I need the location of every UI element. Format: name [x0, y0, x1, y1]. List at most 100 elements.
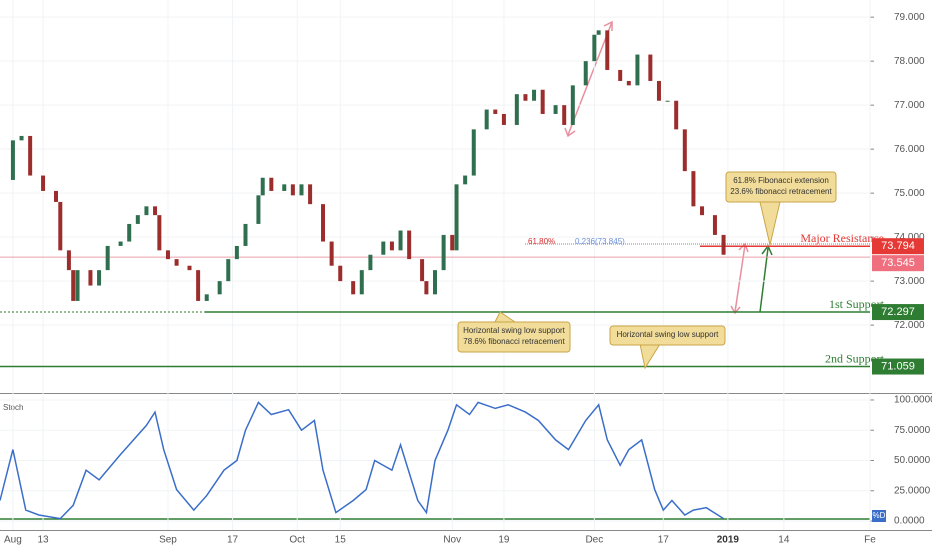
candle — [471, 129, 476, 176]
candle — [53, 190, 58, 202]
callout — [457, 321, 571, 353]
price-tag-label: 73.794 — [881, 240, 915, 252]
candle — [28, 135, 33, 176]
candle — [674, 100, 679, 130]
candle — [700, 206, 705, 216]
x-tick-label: Fe — [864, 535, 876, 546]
y-tick-label: 72.000 — [894, 320, 925, 331]
candle — [338, 265, 343, 282]
candle — [712, 215, 717, 235]
arrow-head — [603, 20, 613, 31]
indicator-tag — [872, 510, 886, 522]
y-tick-label: 79.000 — [894, 12, 925, 23]
candle — [441, 234, 446, 271]
candle — [226, 259, 231, 282]
callout-text: 78.6% fibonacci retracement — [463, 337, 565, 346]
y-tick-label: 25.0000 — [894, 485, 931, 496]
candle — [592, 34, 597, 62]
y-tick-label: 0.0000 — [894, 516, 925, 527]
x-tick-label: Sep — [159, 535, 177, 546]
candle — [424, 281, 429, 295]
candle — [605, 30, 610, 70]
x-tick-label: 14 — [778, 535, 790, 546]
price-tag-label: 73.545 — [881, 257, 915, 269]
price-tag-label: 71.059 — [881, 360, 915, 372]
candle — [665, 100, 670, 102]
candle — [135, 215, 140, 224]
candle — [204, 294, 209, 301]
candle — [217, 281, 222, 295]
candle — [407, 230, 412, 260]
candle — [389, 241, 394, 251]
candle — [501, 113, 506, 125]
candle — [118, 241, 123, 246]
candle — [398, 230, 403, 251]
candle — [58, 201, 63, 251]
candle — [562, 105, 567, 125]
candle — [127, 223, 132, 242]
candle — [648, 54, 653, 81]
candle — [290, 184, 295, 196]
candle — [626, 80, 631, 86]
candle — [368, 254, 373, 271]
candle — [433, 270, 437, 295]
candle — [596, 30, 601, 35]
x-tick-label: Dec — [585, 535, 603, 546]
callout-text: Horizontal swing low support — [617, 330, 720, 339]
candle — [351, 281, 356, 295]
y-tick-label: 77.000 — [894, 100, 925, 111]
x-tick-label: 19 — [498, 535, 510, 546]
y-tick-label: 76.000 — [894, 144, 925, 155]
callout — [725, 171, 837, 203]
y-tick-label: 73.000 — [894, 276, 925, 287]
candle — [144, 206, 149, 216]
x-tick-label: 2019 — [717, 535, 740, 546]
candle — [381, 241, 386, 255]
price-tag — [872, 238, 924, 255]
candle — [41, 175, 46, 191]
candle — [514, 94, 519, 125]
candle — [19, 135, 24, 141]
candle — [523, 94, 528, 101]
fib-label: 61.80% — [528, 237, 555, 246]
candle — [321, 204, 326, 242]
candle — [157, 215, 162, 251]
callout-text: Horizontal swing low support — [463, 326, 566, 335]
candle — [682, 129, 687, 172]
candle — [269, 177, 274, 191]
candle — [88, 270, 93, 286]
candle — [256, 195, 261, 224]
callout-text: 61.8% Fibonacci extension — [733, 176, 829, 185]
y-tick-label: 75.000 — [894, 188, 925, 199]
candle — [153, 206, 158, 216]
candle — [454, 184, 459, 251]
candle — [66, 250, 71, 271]
fib-label: 0.236(73.845) — [575, 237, 625, 246]
candle — [75, 270, 80, 301]
x-tick-label: 13 — [38, 535, 50, 546]
level-name: Major Resistance — [800, 231, 884, 245]
x-tick-label: Oct — [289, 535, 305, 546]
y-tick-label: 100.0000 — [894, 395, 932, 406]
candle — [618, 69, 623, 81]
candle — [329, 241, 334, 266]
candle — [234, 245, 239, 260]
candle — [174, 259, 179, 266]
candle — [71, 270, 76, 301]
level-name: 1st Support — [829, 297, 885, 311]
candle — [450, 234, 455, 251]
y-tick-label: 74.000 — [894, 232, 925, 243]
candle — [420, 259, 425, 282]
candle — [540, 89, 545, 114]
arrow-head — [730, 305, 741, 315]
candle — [282, 184, 287, 191]
x-tick-label: 17 — [227, 535, 239, 546]
callout — [609, 325, 726, 346]
candle — [493, 109, 498, 114]
x-tick-label: Aug — [4, 535, 22, 546]
x-tick-label: 15 — [335, 535, 347, 546]
candle — [260, 177, 265, 196]
y-tick-label: 50.0000 — [894, 455, 931, 466]
